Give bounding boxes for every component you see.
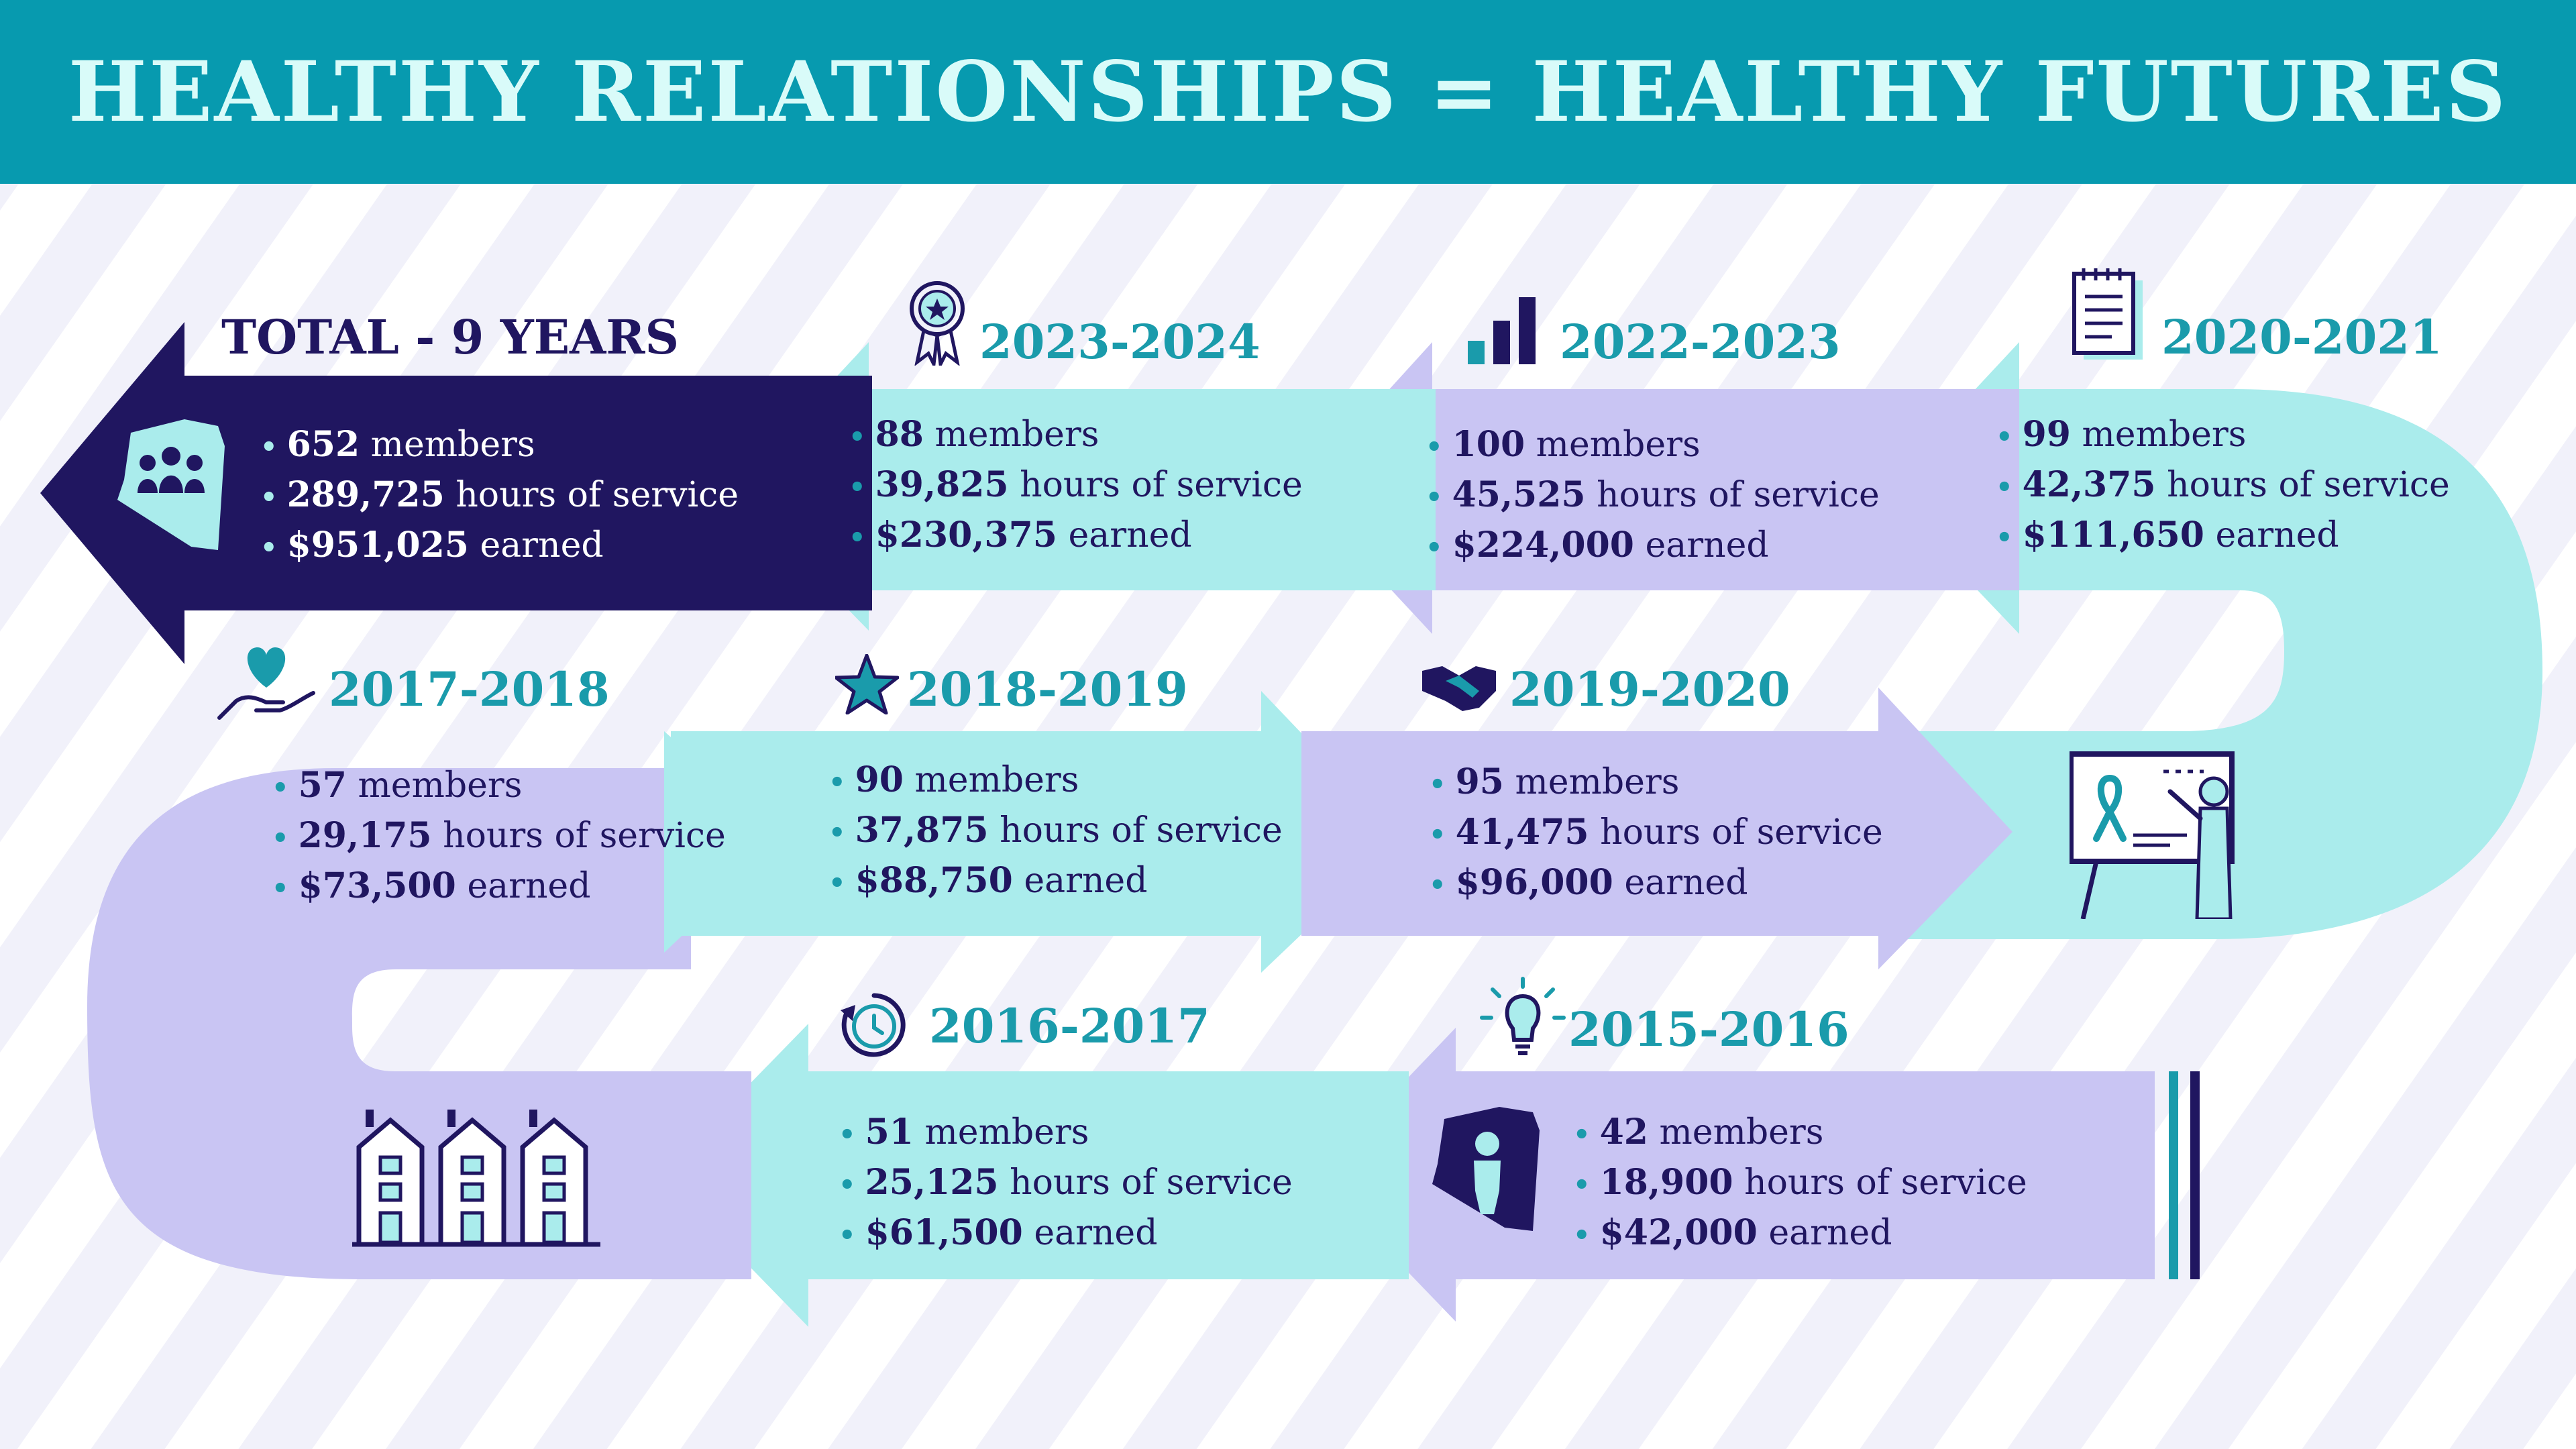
notepad-icon (2072, 268, 2143, 360)
band-middle-lavender-head (1878, 688, 2012, 969)
stats-2020-2021: • 99 members • 42,375 hours of service • $1… (1996, 411, 2450, 561)
start-bar-navy (2190, 1071, 2200, 1279)
stat-earned: • $61,500 earned (839, 1212, 1158, 1253)
year-heading-2018-2019: 2018-2019 (907, 661, 1188, 717)
stat-hours: • 41,475 hours of service (1429, 812, 1883, 853)
star-icon (835, 654, 899, 714)
year-heading-2023-2024: 2023-2024 (979, 314, 1260, 370)
total-stats: • 652 members • 289,725 hours of service •… (260, 421, 739, 572)
stat-hours: • 39,825 hours of service (849, 464, 1303, 505)
stat-hours: • 25,125 hours of service (839, 1162, 1293, 1203)
arizona-group-icon (117, 419, 225, 550)
award-ribbon-icon (910, 281, 965, 366)
apartment-buildings-icon (352, 1110, 600, 1247)
stat-members: • 90 members (828, 759, 1079, 800)
stat-members: • 652 members (260, 424, 535, 465)
year-heading-2022-2023: 2022-2023 (1560, 314, 1841, 370)
stat-earned: • $111,650 earned (1996, 515, 2339, 555)
stats-2023-2024: • 88 members • 39,825 hours of service • $2… (849, 411, 1303, 561)
stats-2016-2017: • 51 members • 25,125 hours of service • $6… (839, 1108, 1293, 1259)
stat-members: • 95 members (1429, 761, 1680, 802)
stat-earned: • $42,000 earned (1573, 1212, 1892, 1253)
stat-members: • 57 members (272, 765, 523, 806)
total-heading: TOTAL - 9 YEARS (221, 309, 680, 365)
band-middle-aqua (671, 691, 1402, 973)
stat-earned: • $73,500 earned (272, 865, 591, 906)
band-bottom-lavender (1315, 1028, 2155, 1322)
year-heading-2016-2017: 2016-2017 (929, 998, 1210, 1054)
stat-members: • 99 members (1996, 414, 2247, 455)
stats-2017-2018: • 57 members • 29,175 hours of service • $7… (272, 761, 726, 912)
total-arrow (40, 322, 872, 664)
handshake-icon (1422, 666, 1496, 711)
stat-hours: • 45,525 hours of service (1426, 474, 1880, 515)
arizona-person-icon (1432, 1107, 1540, 1231)
lightbulb-icon (1480, 977, 1566, 1055)
stat-hours: • 37,875 hours of service (828, 810, 1283, 851)
header-banner: HEALTHY RELATIONSHIPS = HEALTHY FUTURES (0, 0, 2576, 184)
stat-earned: • $96,000 earned (1429, 862, 1748, 903)
stat-earned: • $224,000 earned (1426, 525, 1769, 566)
start-bar-aqua (2169, 1071, 2178, 1279)
stat-members: • 51 members (839, 1112, 1089, 1152)
stats-2015-2016: • 42 members • 18,900 hours of service • $4… (1573, 1108, 2027, 1259)
presenter-ribbon-icon (2070, 751, 2235, 919)
band-middle-lavender (1301, 688, 2012, 969)
stat-hours: • 29,175 hours of service (272, 815, 726, 856)
stat-earned: • $88,750 earned (828, 860, 1148, 901)
year-heading-2020-2021: 2020-2021 (2161, 309, 2443, 365)
stat-earned: • $951,025 earned (260, 525, 604, 566)
band-bottom-aqua (661, 1024, 1409, 1327)
year-heading-2017-2018: 2017-2018 (329, 661, 610, 717)
page-title: HEALTHY RELATIONSHIPS = HEALTHY FUTURES (68, 43, 2508, 141)
stat-earned: • $230,375 earned (849, 515, 1192, 555)
stat-members: • 100 members (1426, 424, 1701, 465)
year-heading-2015-2016: 2015-2016 (1568, 1002, 1849, 1057)
year-heading-2019-2020: 2019-2020 (1509, 661, 1790, 717)
band-top-aqua (731, 342, 1436, 631)
stat-hours: • 42,375 hours of service (1996, 464, 2450, 505)
stat-members: • 42 members (1573, 1112, 1824, 1152)
clock-icon (841, 993, 906, 1057)
band-top-lavender (1298, 342, 2019, 634)
stat-hours: • 18,900 hours of service (1573, 1162, 2027, 1203)
stat-members: • 88 members (849, 414, 1099, 455)
heart-hand-icon (217, 647, 315, 720)
stats-2022-2023: • 100 members • 45,525 hours of service • $… (1426, 421, 1880, 572)
stat-hours: • 289,725 hours of service (260, 474, 739, 515)
stats-2018-2019: • 90 members • 37,875 hours of service • $8… (828, 756, 1283, 907)
stats-2019-2020: • 95 members • 41,475 hours of service • $9… (1429, 758, 1883, 909)
bar-chart-icon (1468, 297, 1536, 364)
